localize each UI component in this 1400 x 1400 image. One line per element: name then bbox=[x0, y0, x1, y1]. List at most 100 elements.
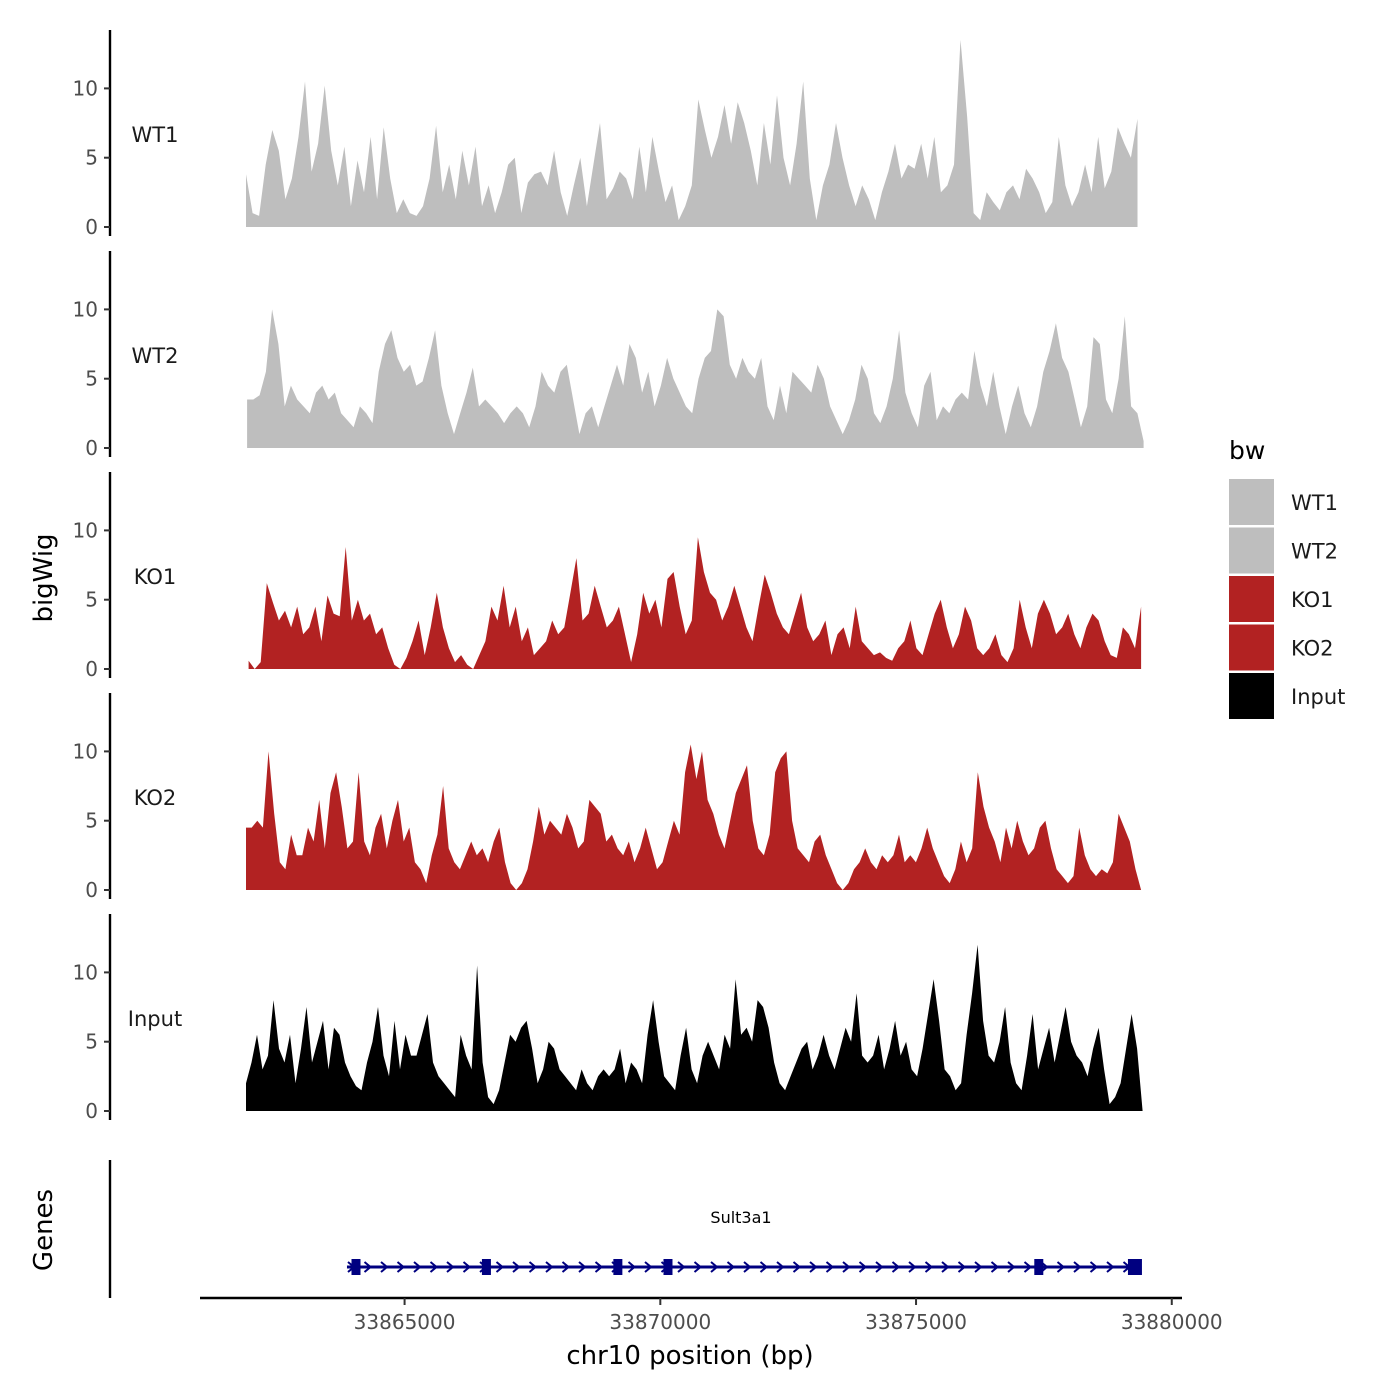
legend-key-ko1 bbox=[1229, 576, 1274, 622]
y-tick-label: 0 bbox=[85, 215, 98, 239]
strand-arrow bbox=[1089, 1261, 1099, 1273]
area-input bbox=[246, 944, 1143, 1111]
y-tick-label: 5 bbox=[85, 1030, 98, 1054]
y-tick-label: 0 bbox=[85, 878, 98, 902]
y-tick-label: 10 bbox=[73, 297, 98, 321]
legend-label: KO2 bbox=[1291, 637, 1334, 661]
legend-title: bw bbox=[1229, 436, 1265, 465]
track-label: KO1 bbox=[134, 565, 177, 589]
x-tick-label: 33865000 bbox=[354, 1310, 456, 1334]
legend: bw WT1 WT2 KO1 KO2 Input bbox=[1229, 436, 1345, 719]
strand-arrow bbox=[1073, 1261, 1082, 1273]
legend-key-ko2 bbox=[1229, 624, 1274, 671]
strand-arrow bbox=[957, 1261, 967, 1273]
track-wt2: 0 5 10 WT2 bbox=[73, 251, 1144, 460]
genes-axis-title: Genes bbox=[29, 1189, 59, 1271]
strand-arrow bbox=[578, 1261, 587, 1273]
strand-arrow bbox=[1023, 1261, 1033, 1273]
strand-arrow bbox=[561, 1261, 571, 1273]
track-wt1: 0 5 10 WT1 bbox=[73, 30, 1138, 239]
gene-exon bbox=[481, 1259, 491, 1275]
gene-track: Sult3a1 bbox=[108, 1160, 1142, 1298]
strand-arrow bbox=[446, 1261, 455, 1273]
gene-exon bbox=[1034, 1259, 1044, 1275]
area-wt2 bbox=[247, 309, 1144, 448]
strand-arrow bbox=[594, 1261, 604, 1273]
area-ko1 bbox=[248, 537, 1142, 669]
gene-exon bbox=[351, 1259, 361, 1275]
strand-arrow bbox=[710, 1261, 719, 1273]
y-tick-label: 0 bbox=[85, 657, 98, 681]
legend-key-wt2 bbox=[1229, 527, 1274, 574]
strand-arrow bbox=[743, 1261, 752, 1273]
gene-label: Sult3a1 bbox=[710, 1208, 771, 1227]
x-axis-title: chr10 position (bp) bbox=[566, 1341, 813, 1371]
y-tick-label: 0 bbox=[85, 1099, 98, 1123]
strand-arrow bbox=[858, 1261, 868, 1273]
track-ko2: 0 5 10 KO2 bbox=[73, 693, 1142, 902]
legend-label: KO1 bbox=[1291, 588, 1334, 612]
strand-arrow bbox=[545, 1261, 554, 1273]
strand-arrow bbox=[396, 1261, 406, 1273]
strand-arrow bbox=[495, 1261, 505, 1273]
area-ko2 bbox=[246, 744, 1142, 890]
y-tick-label: 10 bbox=[73, 76, 98, 100]
strand-arrow bbox=[413, 1261, 422, 1273]
x-tick-label: 33875000 bbox=[865, 1310, 967, 1334]
y-tick-label: 10 bbox=[73, 960, 98, 984]
strand-arrow bbox=[974, 1261, 983, 1273]
area-wt1 bbox=[246, 39, 1138, 228]
strand-arrow bbox=[644, 1261, 653, 1273]
gene-exon bbox=[663, 1259, 673, 1275]
x-axis: 33865000 33870000 33875000 33880000 bbox=[200, 1296, 1223, 1334]
x-tick-label: 33880000 bbox=[1121, 1310, 1223, 1334]
y-tick-label: 0 bbox=[85, 436, 98, 460]
bigwig-tracks: 0 5 10 WT1 0 5 10 WT2 0 5 10 KO1 0 5 10 KO2 0 5 10 Input bbox=[73, 30, 1144, 1123]
strand-arrow bbox=[842, 1261, 851, 1273]
y-tick-label: 5 bbox=[85, 367, 98, 391]
track-label: WT1 bbox=[132, 123, 179, 147]
track-ko1: 0 5 10 KO1 bbox=[73, 472, 1142, 681]
track-label: KO2 bbox=[134, 786, 177, 810]
strand-arrow bbox=[512, 1261, 521, 1273]
strand-arrow bbox=[1007, 1261, 1016, 1273]
strand-arrow bbox=[759, 1261, 769, 1273]
legend-key-wt1 bbox=[1229, 479, 1274, 525]
strand-arrow bbox=[875, 1261, 884, 1273]
legend-key-input bbox=[1229, 673, 1274, 719]
strand-arrow bbox=[776, 1261, 785, 1273]
strand-arrow bbox=[809, 1261, 818, 1273]
strand-arrow bbox=[990, 1261, 1000, 1273]
strand-arrow bbox=[792, 1261, 802, 1273]
track-label: Input bbox=[128, 1007, 182, 1031]
strand-arrow bbox=[1056, 1261, 1066, 1273]
track-label: WT2 bbox=[132, 344, 179, 368]
legend-label: WT2 bbox=[1291, 540, 1338, 564]
x-tick-label: 33870000 bbox=[609, 1310, 711, 1334]
y-tick-label: 5 bbox=[85, 146, 98, 170]
strand-arrow bbox=[429, 1261, 439, 1273]
strand-arrow bbox=[908, 1261, 917, 1273]
strand-arrow bbox=[941, 1261, 950, 1273]
legend-label: Input bbox=[1291, 685, 1345, 709]
gene-exon bbox=[1127, 1259, 1142, 1275]
strand-arrow bbox=[1106, 1261, 1115, 1273]
strand-arrow bbox=[528, 1261, 538, 1273]
strand-arrow bbox=[363, 1261, 373, 1273]
y-axis-title: bigWig bbox=[29, 533, 59, 622]
strand-arrow bbox=[462, 1261, 472, 1273]
y-tick-label: 10 bbox=[73, 739, 98, 763]
legend-label: WT1 bbox=[1291, 491, 1338, 515]
strand-arrow bbox=[677, 1261, 686, 1273]
gene-exon bbox=[613, 1259, 623, 1275]
strand-arrow bbox=[627, 1261, 637, 1273]
y-tick-label: 5 bbox=[85, 588, 98, 612]
strand-arrow bbox=[726, 1261, 736, 1273]
strand-arrow bbox=[825, 1261, 835, 1273]
track-input: 0 5 10 Input bbox=[73, 914, 1143, 1123]
y-tick-label: 10 bbox=[73, 518, 98, 542]
strand-arrow bbox=[380, 1261, 389, 1273]
strand-arrow bbox=[693, 1261, 703, 1273]
y-tick-label: 5 bbox=[85, 809, 98, 833]
